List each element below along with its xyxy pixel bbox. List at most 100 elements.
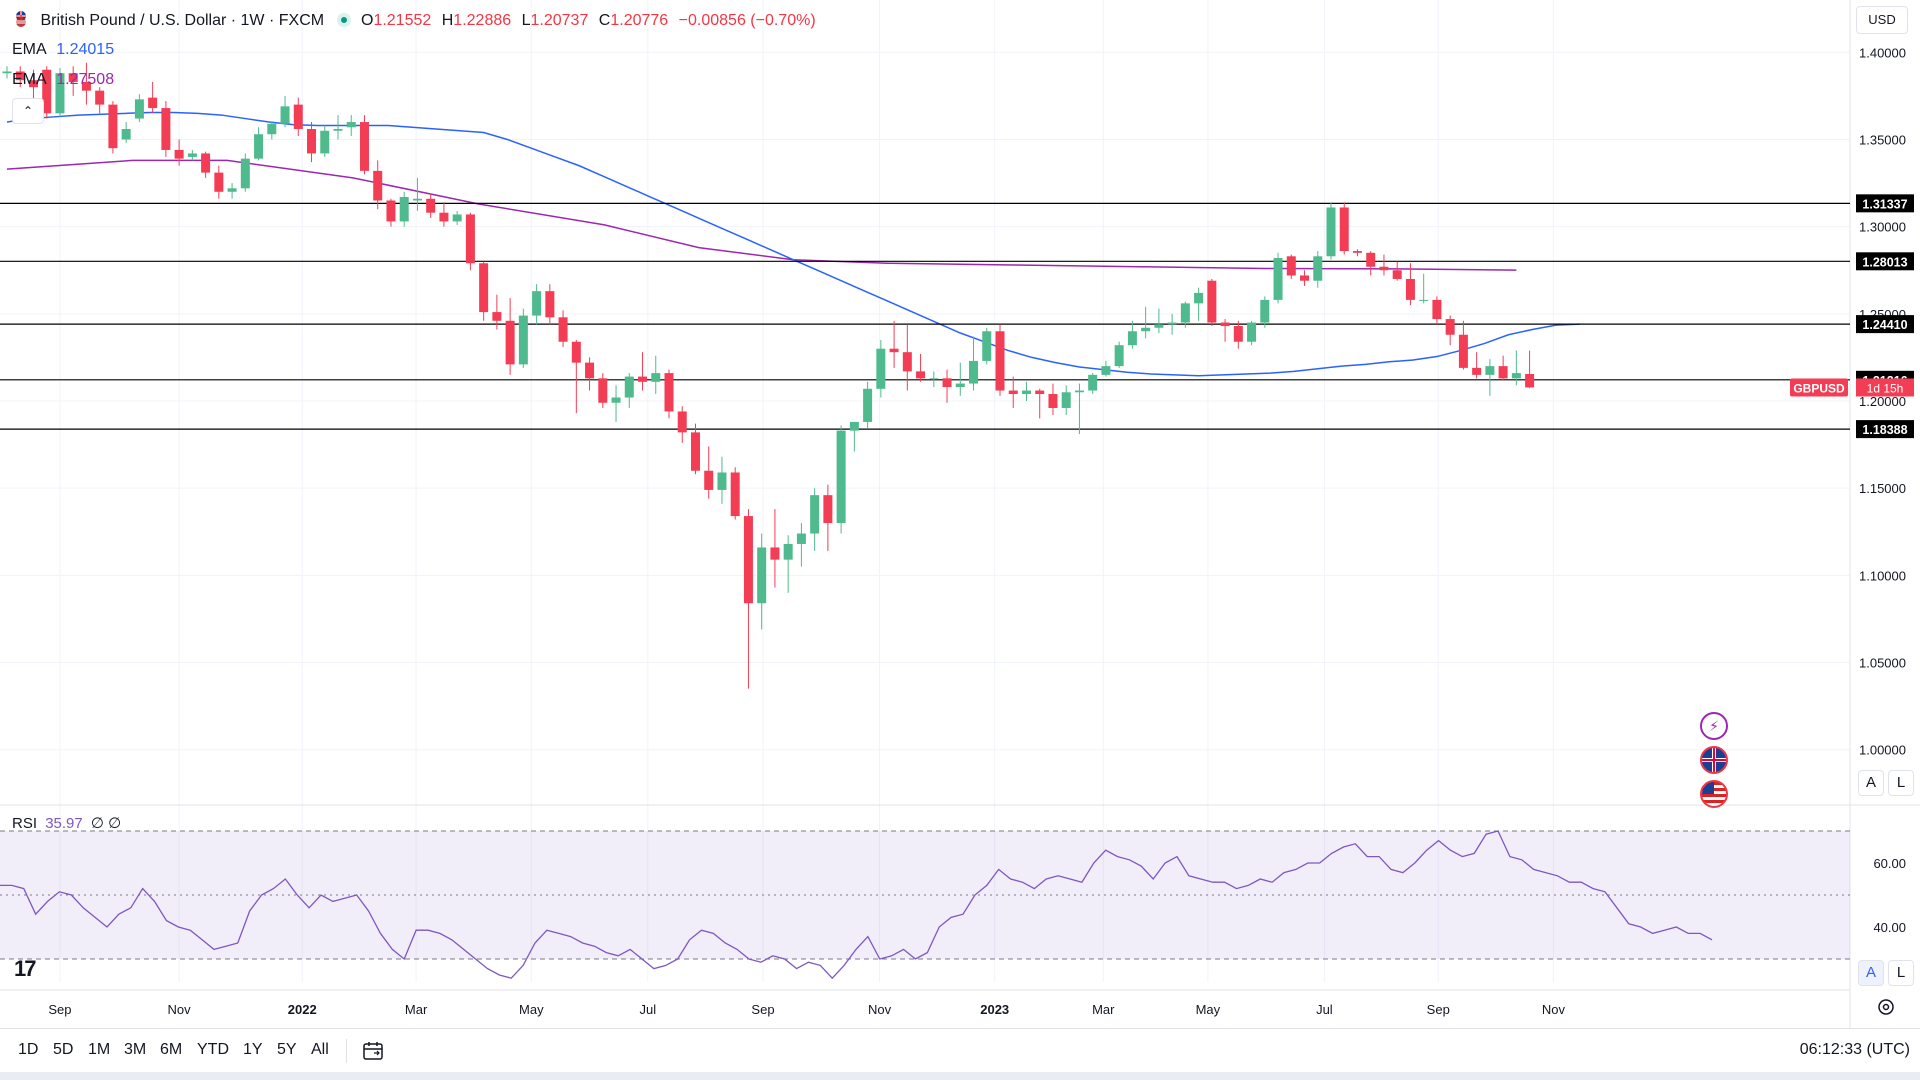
candle-body [148, 97, 158, 109]
collapse-legend-button[interactable]: ⌃ [12, 98, 44, 124]
candle-body [518, 315, 528, 365]
chart-canvas[interactable]: 1.000001.050001.100001.150001.200001.250… [0, 0, 1920, 1028]
candle-body [810, 495, 820, 534]
candle-body [585, 362, 595, 379]
candle-body [849, 421, 859, 431]
ohlc-change: −0.00856 (−0.70%) [678, 12, 816, 29]
time-tick-label: Nov [868, 1002, 892, 1017]
candle-body [995, 331, 1005, 391]
ohlc-open-value: 1.21552 [373, 12, 432, 29]
range-button-1y[interactable]: 1Y [243, 1041, 263, 1058]
candle-body [889, 348, 899, 353]
uk-flag-icon[interactable] [1700, 746, 1728, 774]
date-range-calendar-icon[interactable] [362, 1040, 384, 1062]
log-scale-toggle-rsi[interactable]: L [1888, 960, 1914, 986]
time-tick-label: Sep [1427, 1002, 1450, 1017]
candle-body [2, 71, 12, 74]
ohlc-close-value: 1.20776 [610, 12, 669, 29]
candle-body [1286, 256, 1296, 276]
candle-body [1074, 390, 1084, 393]
candle-body [969, 360, 979, 384]
candle-body [174, 149, 184, 159]
candle-body [426, 198, 436, 213]
candle-body [1220, 322, 1230, 327]
auto-scale-toggle-rsi[interactable]: A [1858, 960, 1884, 986]
candle-body [1326, 207, 1336, 257]
rsi-line [0, 830, 1713, 980]
market-status-icon [336, 13, 351, 27]
symbol-title[interactable]: British Pound / U.S. Dollar · 1W · FXCM [40, 12, 325, 29]
rsi-legend[interactable]: RSI 35.97 ∅ ∅ [12, 814, 121, 832]
ema-short-legend[interactable]: EMA 1.24015 [12, 41, 114, 59]
candle-body [1154, 324, 1164, 328]
ema-long-label: EMA [12, 71, 46, 88]
settings-gear-icon[interactable] [1876, 997, 1896, 1017]
ema-long-legend[interactable]: EMA 1.27508 [12, 71, 114, 89]
candle-body [1485, 366, 1495, 375]
us-flag-icon[interactable] [1700, 780, 1728, 808]
time-tick-label: Sep [751, 1002, 774, 1017]
candle-body [1419, 299, 1429, 301]
ema-short-line [6, 111, 1580, 377]
candle-body [1180, 303, 1190, 323]
symbol-legend: British Pound / U.S. Dollar · 1W · FXCM … [12, 10, 816, 30]
range-button-1d[interactable]: 1D [18, 1041, 39, 1058]
range-button-5y[interactable]: 5Y [277, 1041, 297, 1058]
time-tick-label: Sep [48, 1002, 71, 1017]
time-tick-label: Mar [1092, 1002, 1115, 1017]
tradingview-logo-text: 17 [14, 956, 37, 981]
candle-body [1300, 275, 1310, 281]
candle-body [1313, 256, 1323, 281]
price-tick-label: 1.15000 [1859, 481, 1906, 496]
level-label-box [1856, 420, 1914, 439]
range-button-3m[interactable]: 3M [124, 1041, 147, 1058]
range-button-all[interactable]: All [311, 1041, 329, 1058]
candle-body [796, 533, 806, 544]
level-label: 1.24410 [1862, 318, 1907, 332]
candle-body [704, 470, 714, 490]
candle-body [1114, 345, 1124, 367]
candle-body [1207, 280, 1217, 323]
range-button-1m[interactable]: 1M [88, 1041, 111, 1058]
lightning-icon[interactable]: ⚡ [1700, 712, 1728, 740]
candle-body [81, 81, 91, 91]
candle-body [902, 352, 912, 372]
candle-body [439, 212, 449, 222]
range-button-ytd[interactable]: YTD [197, 1041, 229, 1058]
time-tick-label: Jul [640, 1002, 657, 1017]
candle-body [373, 170, 383, 201]
candle-body [333, 129, 343, 131]
range-button-5d[interactable]: 5D [53, 1041, 74, 1058]
candle-body [121, 129, 131, 140]
candle-body [1035, 390, 1045, 395]
candle-body [1445, 319, 1455, 335]
candle-body [532, 291, 542, 316]
candle-body [95, 90, 105, 105]
chart-background [0, 0, 1920, 1028]
currency-selector[interactable]: USD [1856, 6, 1908, 34]
range-button-6m[interactable]: 6M [160, 1041, 183, 1058]
candle-body [1233, 326, 1243, 342]
log-scale-toggle-main[interactable]: L [1888, 770, 1914, 796]
candle-body [690, 432, 700, 471]
symbol-price-tag [1790, 378, 1848, 397]
candle-body [638, 376, 648, 382]
tradingview-logo[interactable]: 17 [14, 956, 37, 982]
level-label: 1.28013 [1862, 255, 1907, 269]
price-tick-label: 1.05000 [1859, 656, 1906, 671]
auto-scale-toggle-main[interactable]: A [1858, 770, 1884, 796]
candle-body [386, 200, 396, 222]
currency-label: USD [1868, 12, 1896, 27]
rsi-tick-label: 40.00 [1873, 920, 1906, 935]
rsi-extra: ∅ ∅ [90, 815, 122, 832]
price-tick-label: 1.35000 [1859, 132, 1906, 147]
countdown-box [1856, 378, 1914, 397]
ohlc-low-label: L [521, 12, 531, 29]
price-tick-label: 1.00000 [1859, 743, 1906, 758]
ohlc-open-label: O [360, 12, 374, 29]
clock-timezone[interactable]: 06:12:33 (UTC) [1799, 1041, 1910, 1058]
candle-body [1352, 251, 1362, 253]
candle-body [571, 341, 581, 363]
time-tick-label: May [519, 1002, 544, 1017]
price-tick-label: 1.30000 [1859, 220, 1906, 235]
